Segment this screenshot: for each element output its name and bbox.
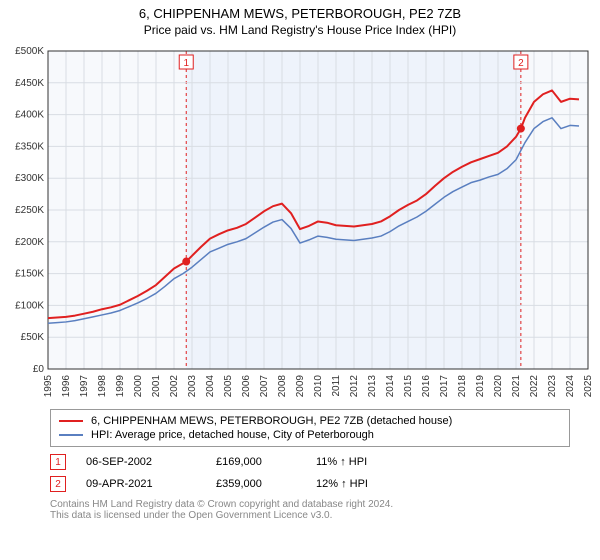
transaction-date: 09-APR-2021: [86, 478, 196, 490]
svg-text:2022: 2022: [529, 375, 540, 398]
svg-text:2017: 2017: [439, 375, 450, 398]
svg-text:£100K: £100K: [15, 300, 44, 311]
svg-text:2002: 2002: [169, 375, 180, 398]
transaction-price: £359,000: [216, 478, 296, 490]
svg-text:2009: 2009: [295, 375, 306, 398]
transactions-table: 1 06-SEP-2002 £169,000 11% ↑ HPI 2 09-APR-202…: [50, 451, 570, 495]
svg-text:2015: 2015: [403, 375, 414, 398]
svg-text:£0: £0: [33, 364, 45, 375]
chart-title: 6, CHIPPENHAM MEWS, PETERBOROUGH, PE2 7Z…: [0, 6, 600, 21]
transaction-price: £169,000: [216, 456, 296, 468]
svg-text:2018: 2018: [457, 375, 468, 398]
footnote-line-1: Contains HM Land Registry data © Crown c…: [50, 499, 570, 510]
legend: 6, CHIPPENHAM MEWS, PETERBOROUGH, PE2 7Z…: [50, 409, 570, 447]
transaction-marker: 1: [50, 454, 66, 470]
transaction-hpi: 12% ↑ HPI: [316, 478, 406, 490]
transaction-row: 2 09-APR-2021 £359,000 12% ↑ HPI: [50, 473, 570, 495]
svg-text:1999: 1999: [115, 375, 126, 398]
svg-text:2013: 2013: [367, 375, 378, 398]
legend-row: HPI: Average price, detached house, City…: [59, 428, 561, 442]
svg-text:2014: 2014: [385, 375, 396, 398]
svg-text:2016: 2016: [421, 375, 432, 398]
svg-text:£350K: £350K: [15, 141, 44, 152]
svg-text:£50K: £50K: [21, 332, 45, 343]
chart-container: £0 £50K £100K £150K £200K £250K £300K £350K £400…: [0, 43, 600, 403]
legend-row: 6, CHIPPENHAM MEWS, PETERBOROUGH, PE2 7Z…: [59, 414, 561, 428]
footnote-line-2: This data is licensed under the Open Gov…: [50, 510, 570, 521]
svg-text:2024: 2024: [565, 375, 576, 398]
svg-text:2008: 2008: [277, 375, 288, 398]
svg-text:2010: 2010: [313, 375, 324, 398]
svg-text:£450K: £450K: [15, 78, 44, 89]
legend-label: 6, CHIPPENHAM MEWS, PETERBOROUGH, PE2 7Z…: [91, 415, 452, 427]
svg-text:1997: 1997: [79, 375, 90, 398]
svg-text:2001: 2001: [151, 375, 162, 398]
footnote: Contains HM Land Registry data © Crown c…: [50, 499, 570, 521]
svg-text:£150K: £150K: [15, 269, 44, 280]
svg-text:2023: 2023: [547, 375, 558, 398]
svg-text:2020: 2020: [493, 375, 504, 398]
svg-text:1995: 1995: [43, 375, 54, 398]
legend-label: HPI: Average price, detached house, City…: [91, 429, 374, 441]
svg-text:1998: 1998: [97, 375, 108, 398]
svg-text:£200K: £200K: [15, 237, 44, 248]
svg-text:1: 1: [183, 58, 189, 69]
svg-text:2019: 2019: [475, 375, 486, 398]
line-chart: £0 £50K £100K £150K £200K £250K £300K £350K £400…: [0, 43, 600, 403]
transaction-date: 06-SEP-2002: [86, 456, 196, 468]
transaction-marker: 2: [50, 476, 66, 492]
legend-swatch: [59, 434, 83, 436]
svg-text:2: 2: [518, 58, 524, 69]
svg-text:2007: 2007: [259, 375, 270, 398]
svg-text:2005: 2005: [223, 375, 234, 398]
svg-text:2025: 2025: [583, 375, 594, 398]
svg-text:2021: 2021: [511, 375, 522, 398]
svg-text:£250K: £250K: [15, 205, 44, 216]
svg-text:£300K: £300K: [15, 173, 44, 184]
transaction-hpi: 11% ↑ HPI: [316, 456, 406, 468]
svg-text:2006: 2006: [241, 375, 252, 398]
svg-text:2012: 2012: [349, 375, 360, 398]
svg-text:2004: 2004: [205, 375, 216, 398]
chart-subtitle: Price paid vs. HM Land Registry's House …: [0, 23, 600, 37]
svg-text:£400K: £400K: [15, 110, 44, 121]
svg-text:£500K: £500K: [15, 46, 44, 57]
transaction-row: 1 06-SEP-2002 £169,000 11% ↑ HPI: [50, 451, 570, 473]
svg-text:2003: 2003: [187, 375, 198, 398]
legend-swatch: [59, 420, 83, 422]
svg-text:2000: 2000: [133, 375, 144, 398]
svg-text:2011: 2011: [331, 375, 342, 397]
svg-text:1996: 1996: [61, 375, 72, 398]
